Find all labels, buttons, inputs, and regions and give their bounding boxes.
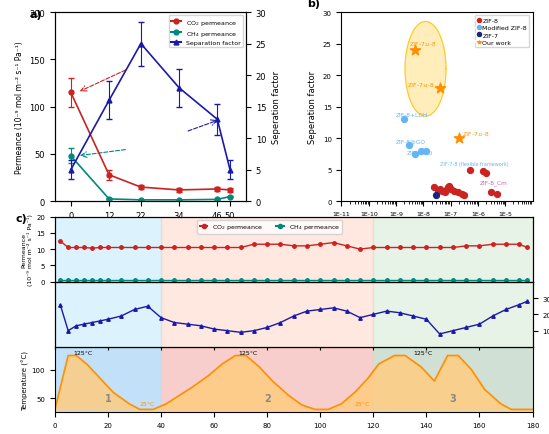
Bar xyxy=(161,282,373,347)
Point xyxy=(453,189,462,196)
Modified ZIF-8 xyxy=(400,116,408,123)
Point xyxy=(438,187,447,194)
Y-axis label: Permeance
(10⁻⁹ mol m⁻² s⁻¹ Pa⁻¹): Permeance (10⁻⁹ mol m⁻² s⁻¹ Pa⁻¹) xyxy=(21,214,33,286)
ZIF-8 xyxy=(466,167,474,174)
Point xyxy=(460,192,468,199)
X-axis label: CO₂ permeance (mol m⁻² s⁻¹ Pa⁻¹): CO₂ permeance (mol m⁻² s⁻¹ Pa⁻¹) xyxy=(372,222,502,231)
Bar xyxy=(161,347,373,412)
Bar xyxy=(161,217,373,282)
X-axis label: x% (blm percentage): x% (blm percentage) xyxy=(106,226,195,235)
Text: ZIF-7-8 (flexible framework): ZIF-7-8 (flexible framework) xyxy=(440,161,508,166)
Text: ZIF-7$_{34}$-8: ZIF-7$_{34}$-8 xyxy=(407,81,435,89)
Text: ZIF-8@GO: ZIF-8@GO xyxy=(396,139,426,144)
Bar xyxy=(55,217,161,282)
Bar xyxy=(55,347,161,412)
Legend: ZIF-8, Modified ZIF-8, ZIF-7, Our work: ZIF-8, Modified ZIF-8, ZIF-7, Our work xyxy=(475,16,529,48)
Text: 3: 3 xyxy=(450,393,456,403)
Point xyxy=(440,189,449,196)
Text: ZIF-8/GO: ZIF-8/GO xyxy=(407,151,433,156)
Bar xyxy=(55,347,161,412)
Modified ZIF-8 xyxy=(405,141,413,148)
Text: 1: 1 xyxy=(105,393,111,403)
Bar xyxy=(373,347,533,412)
Text: 25°C: 25°C xyxy=(355,401,370,406)
Point xyxy=(446,186,455,193)
Text: ZIF-7$_{12}$-8: ZIF-7$_{12}$-8 xyxy=(462,130,489,138)
Y-axis label: Temperature (°C): Temperature (°C) xyxy=(21,350,29,410)
ZIF-7 xyxy=(432,192,441,199)
Bar xyxy=(161,347,373,412)
Polygon shape xyxy=(405,23,446,117)
Text: 2: 2 xyxy=(264,393,271,403)
Y-axis label: Permeance (10⁻⁹ mol m⁻² s⁻¹ Pa⁻¹): Permeance (10⁻⁹ mol m⁻² s⁻¹ Pa⁻¹) xyxy=(15,41,24,174)
Our work xyxy=(435,85,444,92)
Text: ZIF-7$_{22}$-8: ZIF-7$_{22}$-8 xyxy=(409,40,437,49)
Point xyxy=(442,187,451,194)
Text: ZIF-8+LDH: ZIF-8+LDH xyxy=(396,113,428,118)
Point xyxy=(434,187,442,194)
Point xyxy=(435,186,444,193)
Our work xyxy=(455,135,463,142)
Modified ZIF-8 xyxy=(411,151,419,158)
Point xyxy=(450,187,458,194)
Point xyxy=(444,184,452,191)
Point xyxy=(457,191,466,198)
Text: ZIF-8_Cm: ZIF-8_Cm xyxy=(480,180,508,186)
Point xyxy=(430,184,439,191)
Text: b): b) xyxy=(307,0,320,9)
ZIF-8 xyxy=(486,189,495,196)
ZIF-8 xyxy=(492,191,501,198)
Text: a): a) xyxy=(30,10,42,20)
Modified ZIF-8 xyxy=(416,148,425,155)
Y-axis label: Seperation factor: Seperation factor xyxy=(308,71,317,144)
Point xyxy=(445,183,454,190)
Bar xyxy=(55,282,161,347)
Bar xyxy=(373,282,533,347)
Text: 125°C: 125°C xyxy=(413,350,433,355)
Text: c): c) xyxy=(15,214,27,224)
Our work xyxy=(411,47,419,54)
Text: 125°C: 125°C xyxy=(238,350,257,355)
Bar xyxy=(373,347,533,412)
Modified ZIF-8 xyxy=(421,148,430,155)
Y-axis label: Seperation factor: Seperation factor xyxy=(272,71,281,144)
ZIF-8 xyxy=(482,170,491,177)
Text: 25°C: 25°C xyxy=(140,401,155,406)
ZIF-8 xyxy=(478,168,487,175)
Legend: CO$_2$ permeance, CH$_4$ permeance: CO$_2$ permeance, CH$_4$ permeance xyxy=(197,220,343,234)
Legend: CO$_2$ permeance, CH$_4$ permeance, Separation factor: CO$_2$ permeance, CH$_4$ permeance, Sepa… xyxy=(169,16,243,48)
Text: 125°C: 125°C xyxy=(74,350,93,355)
Bar xyxy=(373,217,533,282)
